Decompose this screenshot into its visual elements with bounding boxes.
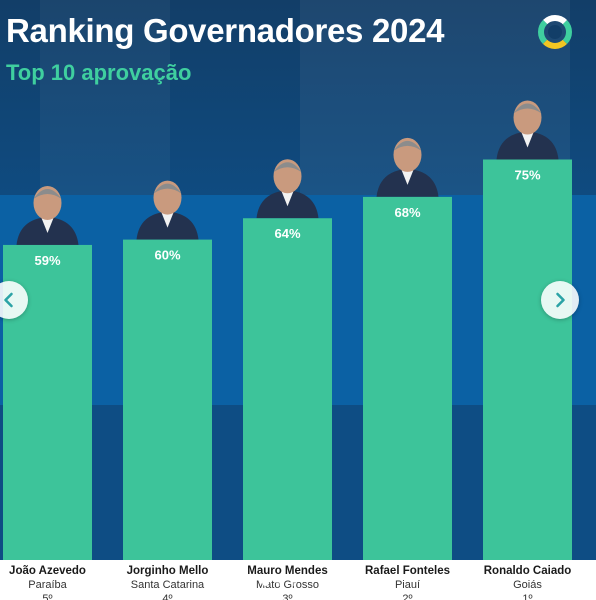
governor-avatar	[496, 100, 559, 160]
governor-avatar	[16, 185, 79, 245]
carousel-dot[interactable]	[276, 579, 283, 586]
circular-logo-icon	[536, 13, 574, 51]
state-label: Paraíba	[28, 579, 67, 591]
bar	[123, 239, 212, 560]
bar	[363, 196, 452, 560]
category-label: Mauro Mendes	[247, 565, 328, 577]
governor-avatar	[136, 180, 199, 240]
state-label: Piauí	[395, 579, 420, 591]
bar-value-label: 60%	[154, 248, 180, 263]
bar-value-label: 68%	[394, 205, 420, 220]
governor-avatar	[256, 159, 319, 219]
rank-label: 2º	[402, 593, 412, 600]
state-label: Santa Catarina	[131, 579, 205, 591]
next-slide-button[interactable]	[541, 281, 579, 319]
rank-label: 1º	[522, 593, 532, 600]
rank-label: 4º	[162, 593, 172, 600]
category-label: Rafael Fonteles	[365, 565, 450, 577]
bar-value-label: 59%	[34, 253, 60, 268]
label-strip	[0, 560, 596, 600]
state-label: Goiás	[513, 579, 542, 591]
rank-label: 3º	[282, 593, 292, 600]
bar	[483, 159, 572, 560]
background-panel	[40, 0, 170, 195]
page-subtitle: Top 10 aprovação	[6, 60, 192, 85]
carousel-dot[interactable]	[290, 579, 297, 586]
governor-avatar	[376, 137, 439, 197]
category-label: João Azevedo	[9, 565, 86, 577]
category-label: Jorginho Mello	[127, 565, 209, 577]
state-label: Mato Grosso	[256, 579, 319, 591]
bar-value-label: 75%	[514, 168, 540, 183]
bar	[243, 218, 332, 561]
page-title: Ranking Governadores 2024	[6, 12, 445, 49]
chevron-right-icon	[556, 292, 565, 308]
carousel-dot[interactable]	[262, 579, 269, 586]
carousel-dots	[262, 579, 297, 586]
chevron-left-icon	[4, 292, 13, 308]
rank-label: 5º	[42, 593, 52, 600]
category-label: Ronaldo Caiado	[484, 565, 572, 577]
bar-value-label: 64%	[274, 226, 300, 241]
